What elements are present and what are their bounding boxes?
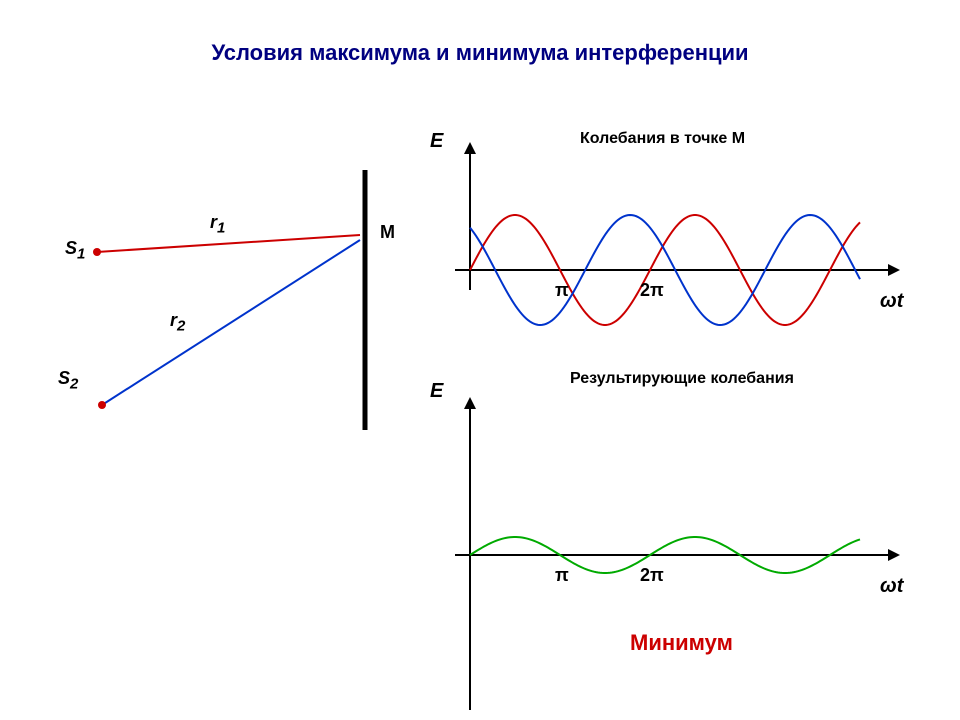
top-tick-pi: π: [555, 280, 569, 301]
bottom-chart-xlabel: ωt: [880, 575, 903, 598]
top-tick-2pi: 2π: [640, 280, 664, 301]
bottom-tick-2pi: 2π: [640, 565, 664, 586]
top-chart: [0, 0, 960, 400]
top-chart-ylabel: E: [430, 130, 443, 153]
top-chart-xlabel: ωt: [880, 290, 903, 313]
bottom-chart-title: Результирующие колебания: [570, 370, 794, 388]
result-label: Минимум: [630, 630, 733, 656]
bottom-chart-ylabel: E: [430, 380, 443, 403]
bottom-tick-pi: π: [555, 565, 569, 586]
top-chart-title: Колебания в точке М: [580, 130, 745, 148]
